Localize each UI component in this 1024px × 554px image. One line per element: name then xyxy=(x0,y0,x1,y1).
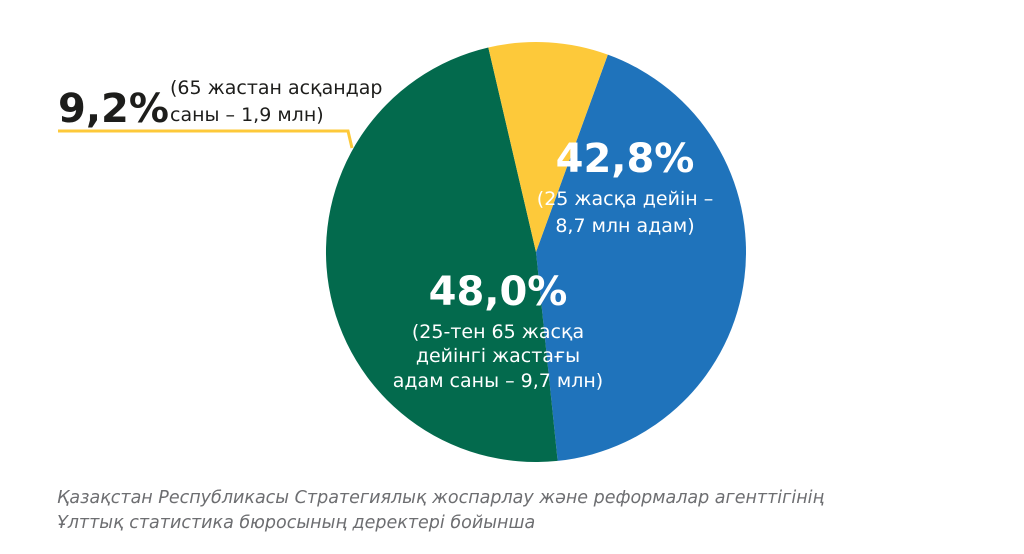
pie-slice-under25 xyxy=(536,54,747,461)
slice-note-25to65-line2: дейінгі жастағы xyxy=(416,345,580,367)
source-note: Қазақстан Республикасы Стратегиялық жосп… xyxy=(57,486,997,536)
slice-note-over65-line1: (65 жастан асқандар xyxy=(170,77,382,99)
slice-label-under25: 42,8% xyxy=(556,136,695,182)
slice-label-over65: 9,2% xyxy=(58,86,169,132)
slice-note-25to65-line1: (25-тен 65 жасқа xyxy=(412,321,584,343)
pie-slice-25to65 xyxy=(325,47,558,463)
slice-note-under25-line1: (25 жасқа дейін – xyxy=(537,188,713,210)
slice-note-over65-line2: саны – 1,9 млн) xyxy=(170,104,324,126)
leader-line-over65 xyxy=(58,129,354,149)
pie-slices xyxy=(325,41,747,463)
slice-note-under25-line2: 8,7 млн адам) xyxy=(555,215,694,237)
source-note-line1: Қазақстан Республикасы Стратегиялық жосп… xyxy=(57,488,825,508)
slice-note-25to65-line3: адам саны – 9,7 млн) xyxy=(393,370,603,392)
slice-label-25to65: 48,0% xyxy=(429,269,568,315)
source-note-line2: Ұлттық статистика бюросының деректері бо… xyxy=(57,513,536,533)
pie-slice-over65 xyxy=(488,41,608,252)
